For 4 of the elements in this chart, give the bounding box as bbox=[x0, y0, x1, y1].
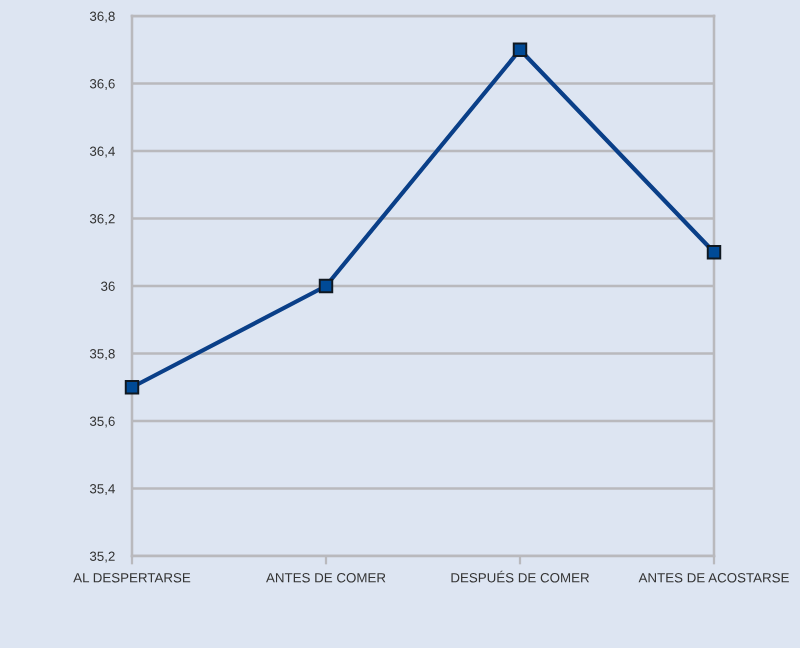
point bbox=[706, 245, 722, 260]
point bbox=[318, 278, 334, 294]
point bbox=[512, 42, 528, 57]
point bbox=[124, 380, 140, 395]
